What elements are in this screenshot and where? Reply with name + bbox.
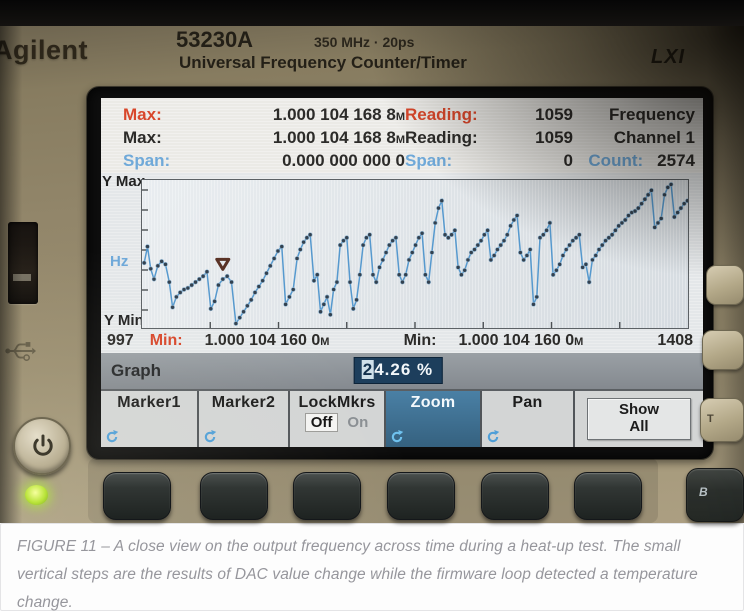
softkey-marker1[interactable]: Marker1 — [101, 391, 197, 447]
max-value-2: 1.000 104 168 8M — [272, 127, 405, 147]
softkey-pan[interactable]: Pan — [480, 391, 573, 447]
usb-icon — [5, 342, 36, 361]
softkey-zoom[interactable]: Zoom — [384, 391, 480, 447]
rotate-cw-icon — [487, 429, 500, 443]
power-button[interactable] — [13, 417, 71, 475]
channel-label: Channel 1 — [613, 127, 695, 147]
max-value-1: 1.000 104 168 8M — [272, 104, 405, 124]
rotate-cw-icon — [391, 429, 404, 443]
reading-row-max-2: Max: 1.000 104 168 8M Reading: 1059 Chan… — [101, 126, 703, 149]
model-specs: 350 MHz · 20ps — [314, 34, 415, 50]
side-button-1[interactable] — [706, 265, 744, 305]
span-value-1: 0.000 000 000 0 — [282, 150, 405, 170]
reading-label: Reading: — [405, 127, 478, 147]
span-label-2: Span: — [405, 150, 453, 170]
figure-caption-text: FIGURE 11 – A close view on the output f… — [17, 538, 698, 611]
x-end-value: 1408 — [657, 332, 694, 349]
readings-header: Max: 1.000 104 168 8M Reading: 1059 Freq… — [101, 98, 703, 173]
softkey-lockmkrs[interactable]: LockMkrs Off On — [288, 391, 384, 447]
graph-section: Y Max Hz Y Min 997 Min: 1.000 104 160 0M… — [101, 173, 703, 353]
figure-caption: FIGURE 11 – A close view on the output f… — [0, 523, 744, 611]
softkey-marker2[interactable]: Marker2 — [197, 391, 288, 447]
model-number: 53230A — [176, 27, 254, 52]
softkey-button-2[interactable] — [200, 472, 268, 520]
power-icon — [33, 434, 53, 456]
softkey-bar: Marker1 Marker2 LockMkrs Off On — [101, 389, 703, 447]
button-recess — [88, 458, 658, 523]
min-value-1: 1.000 104 160 0M — [204, 332, 330, 349]
lockmkrs-toggle[interactable]: Off On — [290, 414, 384, 431]
cursor-char: 2 — [361, 360, 375, 379]
trend-plot-svg — [141, 182, 690, 328]
max-label: Max: — [123, 127, 162, 147]
reading-row-max-1: Max: 1.000 104 168 8M Reading: 1059 Freq… — [101, 103, 703, 126]
toggle-on[interactable]: On — [347, 414, 369, 431]
front-panel: Agilent 53230A 350 MHz · 20ps Universal … — [0, 26, 744, 523]
side-button-2[interactable] — [702, 330, 744, 370]
rotate-cw-icon — [204, 429, 217, 443]
zoom-percent-field[interactable]: 24.26 % — [353, 357, 444, 384]
lxi-badge: LXI — [651, 46, 686, 68]
softkey-button-3[interactable] — [293, 472, 361, 520]
min-label-2: Min: — [403, 332, 437, 349]
y-unit-label: Hz — [110, 253, 129, 270]
usb-port[interactable] — [8, 222, 38, 304]
power-led — [25, 485, 48, 505]
lcd-screen: Max: 1.000 104 168 8M Reading: 1059 Freq… — [101, 98, 703, 447]
reading-value-1: 1059 — [535, 104, 573, 124]
span-value-2: 0 — [563, 150, 573, 170]
softkey-button-5[interactable] — [481, 472, 549, 520]
reading-row-span: Span: 0.000 000 000 0 Span: 0 Count: 2574 — [101, 149, 703, 172]
softkey-button-4[interactable] — [387, 472, 455, 520]
trend-plot — [141, 179, 690, 329]
min-label-red: Min: — [149, 332, 183, 349]
count-readout: Count: 2574 — [588, 150, 695, 170]
measure-mode: Frequency — [609, 104, 695, 124]
reading-label-red: Reading: — [405, 104, 478, 124]
softkey-button-1[interactable] — [103, 472, 171, 520]
toggle-off[interactable]: Off — [305, 414, 338, 431]
product-name: Universal Frequency Counter/Timer — [179, 53, 467, 72]
x-axis-labels: 997 Min: 1.000 104 160 0M Min: 1.000 104… — [101, 331, 703, 351]
y-max-label: Y Max — [102, 173, 146, 190]
screen-bezel: Max: 1.000 104 168 8M Reading: 1059 Freq… — [86, 86, 714, 460]
softkey-button-6[interactable] — [574, 472, 642, 520]
status-bar: Graph 24.26 % — [101, 353, 703, 389]
brand-logo: Agilent — [0, 35, 88, 65]
softkey-show-all[interactable]: Show All — [573, 391, 703, 447]
reading-value-2: 1059 — [535, 127, 573, 147]
side-button-dark[interactable]: B — [686, 468, 744, 522]
mode-label: Graph — [111, 361, 162, 380]
min-value-2: 1.000 104 160 0M — [458, 332, 584, 349]
photo-top-shadow — [0, 0, 744, 26]
rotate-cw-icon — [106, 429, 119, 443]
y-min-label: Y Min — [104, 312, 144, 329]
x-start-value: 997 — [107, 332, 134, 349]
span-label-1: Span: — [123, 150, 171, 170]
max-label-red: Max: — [123, 104, 162, 124]
show-all-box[interactable]: Show All — [587, 398, 691, 440]
side-button-3[interactable]: T — [700, 398, 744, 442]
